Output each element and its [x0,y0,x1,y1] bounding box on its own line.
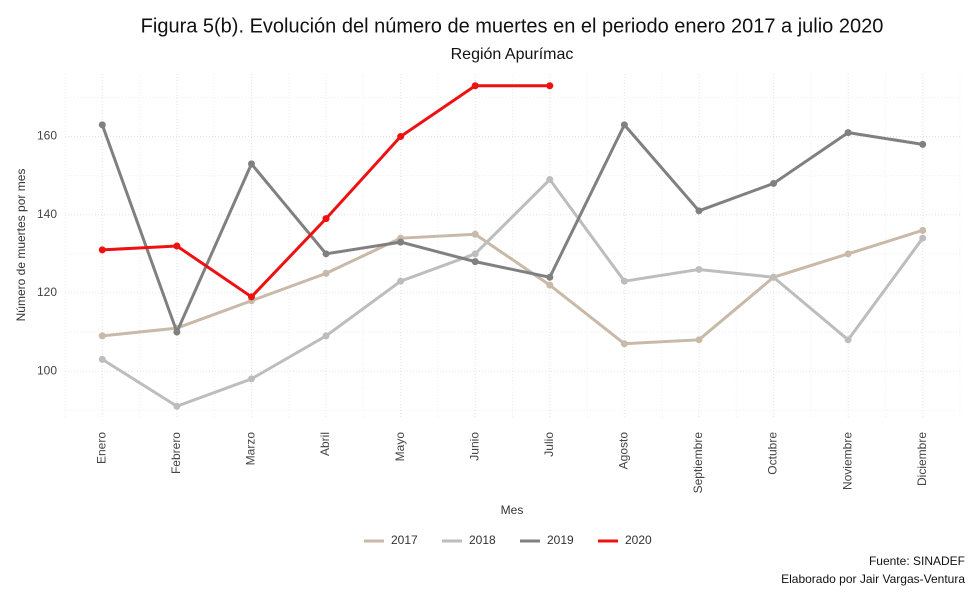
series-point [844,129,852,137]
legend-label: 2020 [625,533,652,547]
series-point [247,375,255,383]
series-point [98,246,106,254]
series-point [770,179,778,187]
legend-label: 2019 [547,533,574,547]
legend-label: 2017 [391,533,418,547]
legend-label: 2018 [469,533,496,547]
series-point [397,133,405,141]
x-tick-label: Diciembre [915,432,929,486]
y-tick-label: 140 [37,207,57,221]
series-point [98,332,106,340]
x-tick-label: Octubre [766,432,780,475]
series-point [98,355,106,363]
series-point [173,402,181,410]
y-axis-label: Número de muertes por mes [14,169,28,322]
series-point [247,160,255,168]
series-point [919,140,927,148]
chart-title: Figura 5(b). Evolución del número de mue… [141,15,884,37]
series-point [620,277,628,285]
series-line [101,177,924,408]
series-point [919,234,927,242]
x-tick-label: Marzo [244,432,258,466]
series-point [844,336,852,344]
series-point [695,336,703,344]
series-point [471,82,479,90]
series-point [471,250,479,258]
caption-source: Fuente: SINADEF [869,554,965,568]
series-point [173,242,181,250]
x-tick-label: Junio [467,432,481,461]
x-tick-label: Enero [94,432,108,464]
series-point [546,273,554,281]
series-line [102,228,924,346]
y-tick-label: 160 [37,129,57,143]
series-point [173,328,181,336]
x-axis-label: Mes [501,503,524,517]
y-tick-label: 120 [37,285,57,299]
series-point [844,250,852,258]
chart-subtitle: Región Apurímac [451,46,574,63]
series-point [919,226,927,234]
x-tick-label: Mayo [393,432,407,462]
series-point [397,238,405,246]
series-point [322,269,330,277]
series-point [620,121,628,129]
series-point [695,265,703,273]
y-tick-label: 100 [37,363,57,377]
x-tick-label: Noviembre [840,432,854,490]
x-tick-label: Julio [542,432,556,457]
series-point [546,176,554,184]
series-point [620,340,628,348]
x-tick-label: Abril [318,432,332,456]
series-point [322,215,330,223]
x-tick-label: Febrero [169,432,183,474]
series-point [98,121,106,129]
series-point [471,230,479,238]
series-point [322,332,330,340]
series-point [471,258,479,266]
series-point [247,293,255,301]
series-point [322,250,330,258]
series-line [100,122,923,337]
caption-author: Elaborado por Jair Vargas-Ventura [781,572,965,586]
series-point [397,277,405,285]
series-point [695,207,703,215]
x-tick-label: Septiembre [691,432,705,494]
series-point [546,82,554,90]
series-point [770,273,778,281]
series-point [546,281,554,289]
x-tick-label: Agosto [617,432,631,470]
